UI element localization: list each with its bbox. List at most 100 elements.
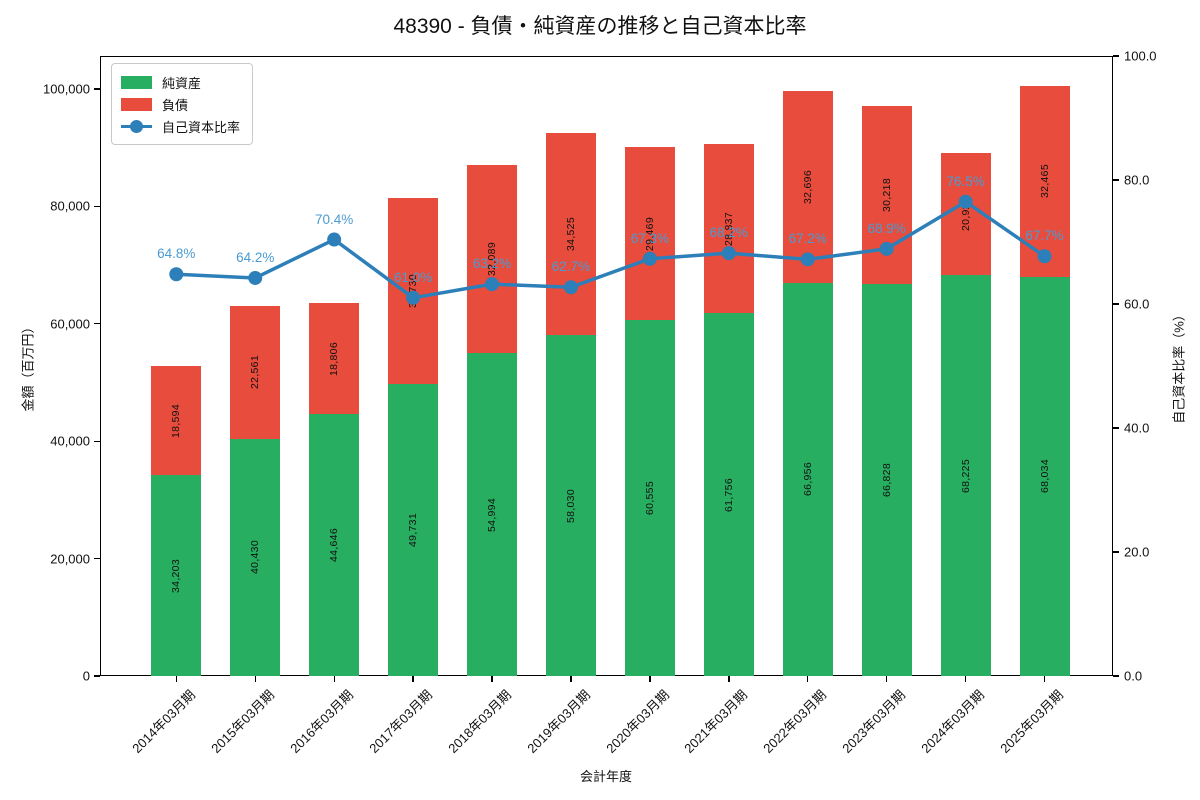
x-tick: [886, 676, 888, 682]
bar-value-label-liabilities: 30,218: [880, 177, 893, 212]
y-axis-right-label: 自己資本比率（%）: [1171, 308, 1187, 424]
bar-value-label-net-assets: 44,646: [328, 527, 341, 562]
y-right-tick: [1113, 179, 1119, 181]
x-tick: [1043, 676, 1046, 682]
y-left-tick: [94, 440, 100, 442]
x-tick-label: 2022年03月期: [760, 687, 830, 756]
x-tick: [649, 676, 651, 682]
equity-ratio-label: 76.5%: [946, 173, 985, 189]
bar-segment-net-assets: [309, 413, 360, 676]
bar-value-label-liabilities: 18,594: [170, 403, 183, 438]
y-left-tick: [94, 88, 100, 90]
bar-value-label-net-assets: 54,994: [486, 497, 499, 532]
bar-value-label-liabilities: 18,806: [328, 341, 341, 376]
equity-ratio-label: 67.7%: [1025, 228, 1064, 244]
bar-value-label-net-assets: 66,956: [801, 462, 814, 497]
y-left-tick-label: 100,000: [43, 81, 90, 97]
net-assets-swatch-icon: [121, 75, 152, 89]
y-right-tick: [1113, 675, 1119, 677]
x-tick: [333, 676, 335, 682]
x-tick-label: 2014年03月期: [129, 687, 199, 756]
bar-segment-net-assets: [703, 313, 754, 676]
bar-segment-liabilities: [151, 366, 202, 476]
x-tick-label: 2024年03月期: [918, 687, 988, 756]
bar-segment-net-assets: [545, 335, 596, 676]
x-tick-label: 2025年03月期: [997, 687, 1067, 756]
y-right-tick: [1113, 551, 1119, 553]
bar-segment-net-assets: [782, 282, 833, 676]
bar-segment-liabilities: [230, 306, 281, 439]
bar-segment-net-assets: [467, 353, 518, 676]
bar-value-label-liabilities: 32,696: [801, 169, 814, 204]
legend-item-equity-ratio: 自己資本比率: [121, 115, 240, 137]
y-left-tick-label: 40,000: [50, 433, 90, 449]
bar-segment-net-assets: [861, 283, 912, 676]
y-axis-left-label: 金額（百万円）: [20, 320, 36, 412]
bar-segment-net-assets: [151, 475, 202, 676]
equity-ratio-label: 62.7%: [551, 259, 591, 275]
equity-ratio-label: 64.8%: [157, 246, 196, 262]
x-tick: [728, 676, 730, 682]
y-left-tick-label: 60,000: [50, 316, 90, 332]
liabilities-swatch-icon: [121, 97, 152, 111]
y-right-tick-label: 60.0: [1124, 296, 1150, 312]
x-tick-label: 2018年03月期: [444, 687, 514, 756]
legend-label-net-assets: 純資産: [162, 75, 202, 91]
x-tick: [254, 676, 256, 682]
bar-segment-net-assets: [624, 320, 675, 676]
x-tick: [807, 676, 809, 682]
y-right-tick: [1113, 303, 1119, 305]
bar-value-label-net-assets: 68,225: [959, 458, 972, 493]
y-left-tick: [94, 675, 100, 677]
bar-segment-liabilities: [309, 303, 360, 414]
equity-ratio-line-icon: [121, 119, 152, 133]
y-right-tick: [1113, 427, 1119, 429]
bar-value-label-net-assets: 40,430: [249, 540, 262, 575]
x-tick-label: 2019年03月期: [523, 687, 593, 756]
y-left-tick-label: 20,000: [50, 551, 90, 567]
bar-value-label-liabilities: 22,561: [249, 355, 262, 390]
x-axis-label: 会計年度: [579, 769, 633, 784]
x-tick-label: 2023年03月期: [839, 687, 909, 756]
x-tick: [570, 676, 572, 682]
y-left-tick-label: 80,000: [50, 198, 90, 214]
bar-value-label-liabilities: 20,921: [959, 197, 972, 231]
equity-ratio-label: 67.3%: [630, 230, 670, 246]
bar-segment-net-assets: [230, 438, 281, 676]
legend: 純資産 負債 自己資本比率: [111, 63, 254, 145]
bar-value-label-net-assets: 58,030: [564, 488, 577, 523]
x-tick-label: 2016年03月期: [287, 687, 356, 756]
y-right-tick-label: 40.0: [1124, 420, 1150, 436]
y-left-tick-label: 0: [82, 668, 90, 684]
legend-item-net-assets: 純資産: [121, 71, 240, 93]
y-left-tick: [94, 205, 100, 208]
bar-value-label-net-assets: 68,034: [1038, 459, 1051, 494]
equity-ratio-label: 67.2%: [788, 231, 827, 247]
equity-ratio-label: 63.2%: [472, 256, 512, 272]
bar-segment-net-assets: [940, 275, 991, 676]
equity-ratio-label: 61.0%: [393, 269, 433, 285]
equity-ratio-label: 70.4%: [315, 211, 354, 227]
x-tick: [412, 676, 414, 682]
bar-value-label-liabilities: 34,525: [564, 216, 577, 251]
equity-ratio-label: 68.9%: [867, 220, 906, 236]
x-tick: [965, 676, 967, 682]
x-tick: [175, 676, 177, 682]
y-right-tick-label: 100.0: [1124, 48, 1157, 64]
bar-value-label-net-assets: 60,555: [643, 481, 656, 516]
x-tick: [491, 676, 493, 682]
bar-value-label-net-assets: 66,828: [880, 462, 893, 497]
chart-title: 48390 - 負債・純資産の推移と自己資本比率: [393, 15, 807, 38]
x-tick-label: 2017年03月期: [365, 687, 435, 756]
y-right-tick: [1113, 55, 1119, 57]
y-right-tick-label: 0.0: [1124, 668, 1143, 684]
y-right-tick-label: 80.0: [1124, 172, 1150, 188]
y-left-tick: [94, 323, 100, 325]
equity-ratio-label: 68.2%: [709, 225, 748, 241]
x-tick-label: 2021年03月期: [681, 687, 751, 756]
bar-segment-net-assets: [1019, 276, 1070, 676]
legend-label-equity-ratio: 自己資本比率: [162, 119, 241, 135]
x-tick-label: 2015年03月期: [208, 687, 277, 756]
bar-value-label-net-assets: 34,203: [170, 558, 183, 593]
